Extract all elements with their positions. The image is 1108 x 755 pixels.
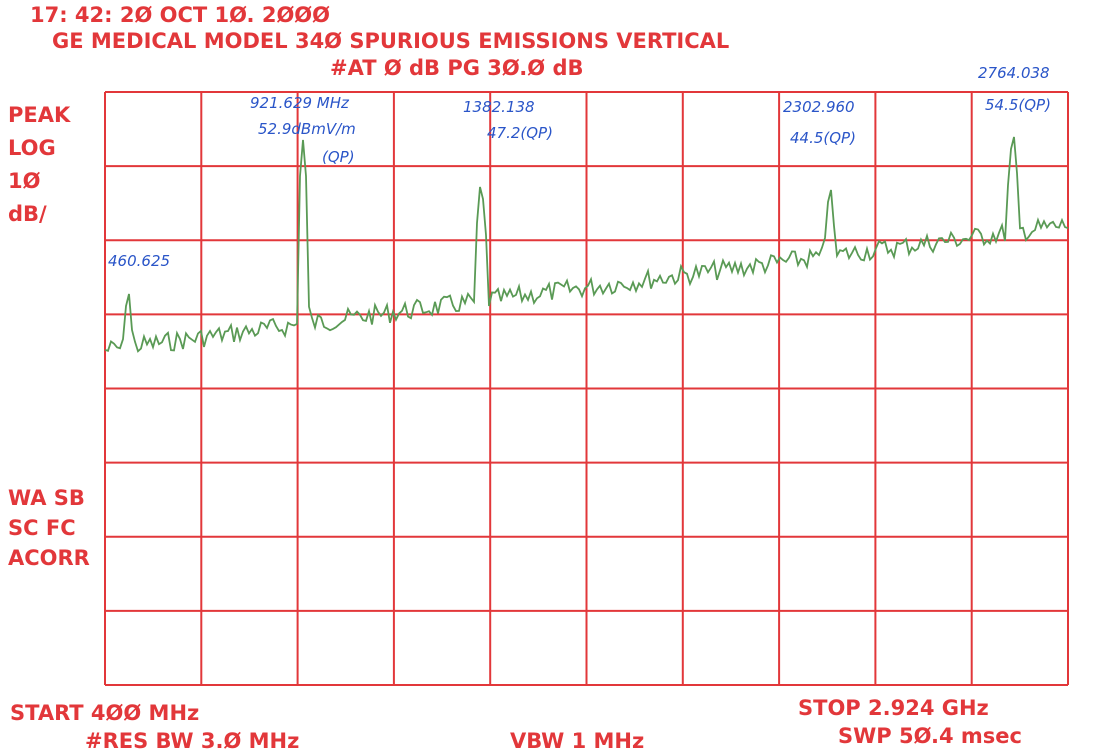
annotation: (QP) <box>322 148 355 166</box>
side-label: 1Ø <box>8 169 41 193</box>
title: GE MEDICAL MODEL 34Ø SPURIOUS EMISSIONS … <box>52 29 729 53</box>
side-label: ACORR <box>8 546 90 570</box>
annotation: 1382.138 <box>463 98 535 116</box>
annotation: 2302.960 <box>783 98 855 116</box>
stop: STOP 2.924 GHz <box>798 696 989 720</box>
vbw: VBW 1 MHz <box>510 729 644 753</box>
res-bw: #RES BW 3.Ø MHz <box>85 729 299 753</box>
side-label: PEAK <box>8 103 71 127</box>
sweep: SWP 5Ø.4 msec <box>838 724 1022 748</box>
side-label: SC FC <box>8 516 76 540</box>
timestamp: 17: 42: 2Ø OCT 1Ø. 2ØØØ <box>30 3 330 27</box>
annotation: 921.629 MHz <box>250 94 350 112</box>
annotation: 460.625 <box>108 252 170 270</box>
annotation: 2764.038 <box>978 64 1050 82</box>
annotation: 54.5(QP) <box>985 96 1051 114</box>
annotation: 52.9dBmV/m <box>258 120 356 138</box>
side-label: LOG <box>8 136 56 160</box>
start: START 4ØØ MHz <box>10 701 199 725</box>
trace <box>104 136 1069 353</box>
annotation: 47.2(QP) <box>487 124 553 142</box>
side-label: WA SB <box>8 486 85 510</box>
annotation: 44.5(QP) <box>790 129 856 147</box>
settings: #AT Ø dB PG 3Ø.Ø dB <box>330 56 584 80</box>
side-label: dB/ <box>8 202 47 226</box>
